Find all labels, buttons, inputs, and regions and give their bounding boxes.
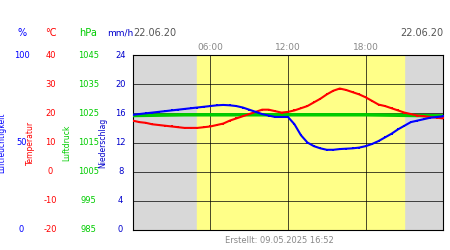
- Text: 4: 4: [118, 196, 123, 205]
- Text: 0: 0: [118, 226, 123, 234]
- Text: 1015: 1015: [78, 138, 99, 147]
- Text: Erstellt: 09.05.2025 16:52: Erstellt: 09.05.2025 16:52: [225, 236, 333, 245]
- Text: 20: 20: [115, 80, 126, 89]
- Text: °C: °C: [45, 28, 56, 38]
- Text: 1035: 1035: [78, 80, 99, 89]
- Text: 985: 985: [80, 226, 96, 234]
- Text: 22.06.20: 22.06.20: [133, 28, 176, 38]
- Text: 12:00: 12:00: [275, 44, 301, 52]
- Text: Temperatur: Temperatur: [26, 120, 35, 164]
- Text: 24: 24: [115, 50, 126, 59]
- Text: 12: 12: [115, 138, 126, 147]
- Text: 50: 50: [16, 138, 27, 147]
- Text: 1025: 1025: [78, 109, 99, 118]
- Text: 40: 40: [45, 50, 56, 59]
- Text: 10: 10: [45, 138, 56, 147]
- Text: 30: 30: [45, 80, 56, 89]
- Bar: [198, 55, 405, 230]
- Text: 20: 20: [45, 109, 56, 118]
- Text: 18:00: 18:00: [353, 44, 378, 52]
- Text: -20: -20: [44, 226, 57, 234]
- Text: 16: 16: [115, 109, 126, 118]
- Text: 100: 100: [14, 50, 30, 59]
- Text: Luftfeuchtigkeit: Luftfeuchtigkeit: [0, 112, 7, 173]
- Text: 1005: 1005: [78, 167, 99, 176]
- Text: 8: 8: [118, 167, 123, 176]
- Text: 06:00: 06:00: [198, 44, 223, 52]
- Text: 1045: 1045: [78, 50, 99, 59]
- Text: 0: 0: [48, 167, 53, 176]
- Text: mm/h: mm/h: [108, 28, 134, 37]
- Text: Niederschlag: Niederschlag: [98, 118, 107, 168]
- Text: %: %: [17, 28, 26, 38]
- Text: 22.06.20: 22.06.20: [400, 28, 443, 38]
- Text: 0: 0: [19, 226, 24, 234]
- Text: hPa: hPa: [79, 28, 97, 38]
- Text: -10: -10: [44, 196, 57, 205]
- Text: 995: 995: [81, 196, 96, 205]
- Text: Luftdruck: Luftdruck: [62, 124, 71, 161]
